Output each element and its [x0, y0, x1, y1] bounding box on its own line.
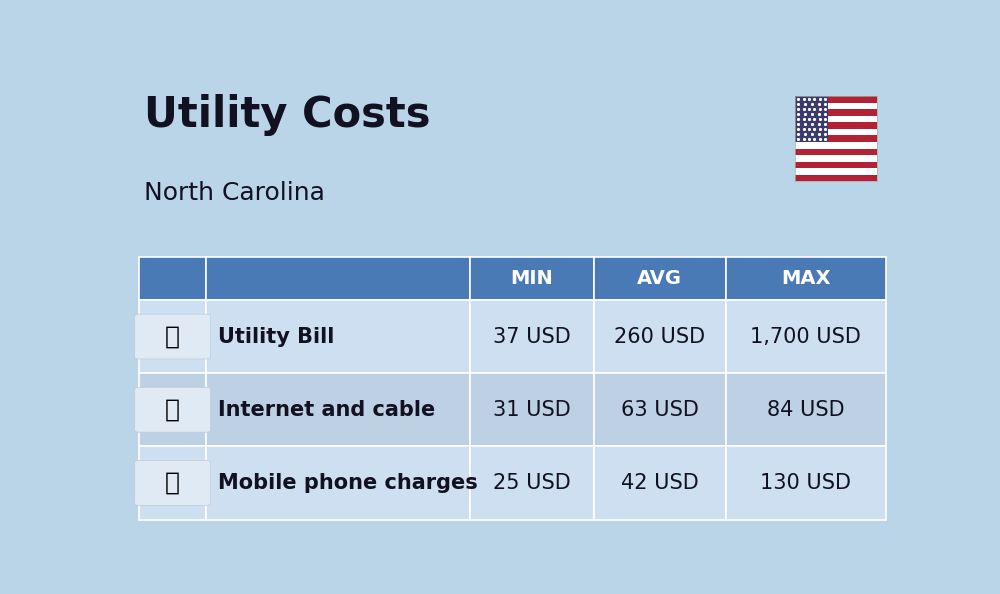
Text: 📱: 📱: [165, 471, 180, 495]
Text: North Carolina: North Carolina: [144, 181, 325, 205]
FancyBboxPatch shape: [594, 257, 726, 300]
FancyBboxPatch shape: [139, 300, 206, 373]
FancyBboxPatch shape: [795, 129, 877, 135]
FancyBboxPatch shape: [795, 168, 877, 175]
Text: 84 USD: 84 USD: [767, 400, 845, 420]
FancyBboxPatch shape: [594, 446, 726, 520]
FancyBboxPatch shape: [594, 373, 726, 446]
FancyBboxPatch shape: [206, 446, 470, 520]
FancyBboxPatch shape: [470, 373, 594, 446]
FancyBboxPatch shape: [795, 142, 877, 148]
Text: MAX: MAX: [781, 268, 831, 287]
Text: AVG: AVG: [637, 268, 682, 287]
Text: 31 USD: 31 USD: [493, 400, 571, 420]
Text: Utility Costs: Utility Costs: [144, 94, 431, 136]
FancyBboxPatch shape: [726, 373, 886, 446]
FancyBboxPatch shape: [795, 96, 828, 142]
Text: Utility Bill: Utility Bill: [218, 327, 334, 346]
Text: 🔧: 🔧: [165, 324, 180, 349]
FancyBboxPatch shape: [135, 314, 211, 359]
FancyBboxPatch shape: [470, 446, 594, 520]
FancyBboxPatch shape: [795, 148, 877, 155]
FancyBboxPatch shape: [795, 122, 877, 129]
FancyBboxPatch shape: [206, 300, 470, 373]
FancyBboxPatch shape: [795, 155, 877, 162]
FancyBboxPatch shape: [795, 116, 877, 122]
FancyBboxPatch shape: [135, 387, 211, 432]
Text: 37 USD: 37 USD: [493, 327, 571, 346]
Text: Internet and cable: Internet and cable: [218, 400, 435, 420]
Text: 260 USD: 260 USD: [614, 327, 705, 346]
FancyBboxPatch shape: [135, 460, 211, 505]
Text: 📡: 📡: [165, 398, 180, 422]
FancyBboxPatch shape: [139, 373, 206, 446]
FancyBboxPatch shape: [594, 300, 726, 373]
FancyBboxPatch shape: [795, 175, 877, 181]
FancyBboxPatch shape: [726, 300, 886, 373]
Text: 130 USD: 130 USD: [760, 473, 851, 493]
FancyBboxPatch shape: [206, 373, 470, 446]
Text: Mobile phone charges: Mobile phone charges: [218, 473, 478, 493]
FancyBboxPatch shape: [206, 257, 470, 300]
FancyBboxPatch shape: [795, 109, 877, 116]
FancyBboxPatch shape: [139, 446, 206, 520]
FancyBboxPatch shape: [795, 96, 877, 103]
FancyBboxPatch shape: [795, 162, 877, 168]
Text: 25 USD: 25 USD: [493, 473, 571, 493]
FancyBboxPatch shape: [470, 257, 594, 300]
Text: 1,700 USD: 1,700 USD: [750, 327, 861, 346]
FancyBboxPatch shape: [139, 257, 206, 300]
Text: 42 USD: 42 USD: [621, 473, 699, 493]
FancyBboxPatch shape: [795, 135, 877, 142]
Text: 63 USD: 63 USD: [621, 400, 699, 420]
FancyBboxPatch shape: [795, 103, 877, 109]
FancyBboxPatch shape: [470, 300, 594, 373]
Text: MIN: MIN: [511, 268, 553, 287]
FancyBboxPatch shape: [726, 257, 886, 300]
FancyBboxPatch shape: [726, 446, 886, 520]
